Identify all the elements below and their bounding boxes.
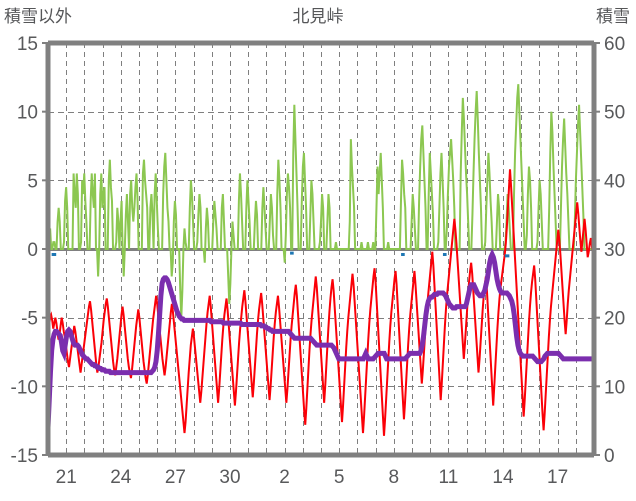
y-axis-tick-label: -15 [11, 446, 38, 467]
left-axis-unit-label: 積雪以外 [4, 7, 72, 26]
x-axis-tick-label: 27 [165, 467, 186, 488]
y2-axis-tick-label: 40 [604, 171, 625, 192]
x-axis-tick-label: 14 [492, 467, 514, 488]
series-line-purple [45, 248, 594, 428]
y-axis-tick-label: -5 [21, 309, 38, 330]
x-axis-tick-label: 5 [334, 467, 345, 488]
y2-axis-tick-label: 10 [604, 377, 625, 398]
y2-axis-tick-label: 30 [604, 240, 625, 261]
series-line-green [47, 84, 594, 318]
y2-axis-tick-label: 0 [604, 446, 615, 467]
series-line-red [47, 169, 595, 436]
y-axis-tick-label: 0 [27, 240, 38, 261]
y2-axis-tick-label: 50 [604, 103, 625, 124]
y2-axis-tick-label: 20 [604, 309, 625, 330]
series-group [45, 84, 595, 436]
right-axis-unit-label: 積雪 [596, 7, 630, 26]
x-axis-tick-label: 17 [547, 467, 568, 488]
y2-axis-tick-label: 60 [604, 34, 625, 55]
x-axis-tick-label: 21 [56, 467, 77, 488]
x-axis-tick-label: 24 [110, 467, 132, 488]
axis-frame [42, 40, 600, 458]
x-axis-tick-label: 30 [219, 467, 240, 488]
y-axis-tick-label: 5 [27, 171, 38, 192]
y-axis-tick-label: -10 [11, 377, 38, 398]
x-axis-tick-label: 11 [439, 467, 459, 488]
x-axis-tick-label: 8 [389, 467, 400, 488]
x-axis-tick-label: 2 [279, 467, 290, 488]
y-axis-tick-label: 10 [17, 103, 38, 124]
y-axis-tick-label: 15 [17, 34, 38, 55]
page-title: 北見峠 [292, 7, 344, 26]
